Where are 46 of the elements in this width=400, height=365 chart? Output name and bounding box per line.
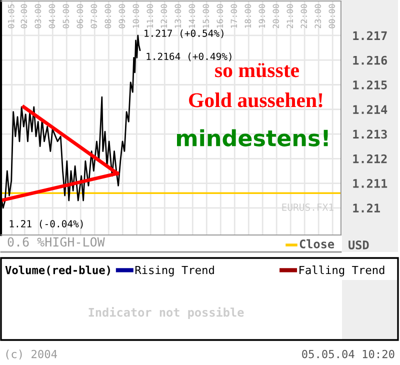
y-tick-label: 1.215 — [353, 80, 387, 90]
y-tick-label: 1.211 — [353, 178, 388, 188]
x-tick-label: 03:00 — [34, 4, 42, 28]
annotation: mindestens! — [177, 129, 328, 146]
annotation: 1.217 (+0.54%) — [144, 29, 224, 38]
x-tick-label: 18:00 — [244, 4, 252, 28]
legend-label: Falling Trend — [300, 266, 384, 276]
x-tick-label: 04:00 — [48, 4, 56, 28]
text: 05.05.04 10:20 — [302, 350, 394, 358]
legend-label: Close — [300, 239, 334, 248]
x-tick-label: 09:00 — [118, 4, 126, 28]
x-tick-label: 07:00 — [90, 4, 98, 28]
text: Volume(red-blue) — [5, 266, 110, 276]
legend-label: Rising Trend — [135, 266, 214, 276]
x-tick-label: 06:00 — [76, 4, 84, 28]
text: (c) 2004 — [6, 350, 57, 360]
x-tick-label: 23:00 — [314, 4, 322, 28]
text: USD — [348, 240, 369, 250]
x-tick-label: 12:00 — [160, 4, 168, 28]
x-tick-label: 05:00 — [62, 4, 70, 28]
annotation: 1.21 (-0.04%) — [10, 220, 83, 229]
y-tick-label: 1.214 — [353, 105, 388, 114]
x-tick-label: 20:00 — [272, 4, 280, 28]
x-tick-label: 19:00 — [258, 4, 266, 28]
annotation: Gold aussehen! — [189, 92, 322, 108]
x-tick-label: 08:00 — [104, 4, 112, 28]
annotation: so müsste — [215, 63, 299, 78]
x-tick-label: 14:00 — [188, 4, 196, 28]
x-tick-label: 21:00 — [286, 4, 294, 28]
x-tick-label: 22:00 — [300, 4, 308, 28]
annotation: 1.2164 (+0.49%) — [146, 52, 232, 62]
x-tick-label: 11:00 — [146, 4, 154, 28]
x-tick-label: 17:00 — [230, 4, 238, 28]
x-tick-label: 01:05 — [8, 4, 14, 28]
text: 0.6 %HIGH-LOW — [8, 237, 105, 247]
x-tick-label: 16:00 — [216, 4, 224, 28]
x-tick-label: 10:00 — [132, 4, 140, 28]
x-tick-label: 13:00 — [174, 4, 182, 28]
y-tick-label: 1.216 — [353, 56, 388, 65]
y-tick-label: 1.21 — [353, 204, 380, 212]
x-tick-label: 00:00 — [328, 4, 336, 28]
y-tick-label: 1.217 — [353, 31, 387, 40]
y-tick-label: 1.212 — [353, 154, 387, 164]
x-tick-label: 15:00 — [202, 4, 210, 28]
x-tick-label: 02:00 — [20, 4, 28, 28]
y-tick-label: 1.213 — [353, 130, 387, 139]
